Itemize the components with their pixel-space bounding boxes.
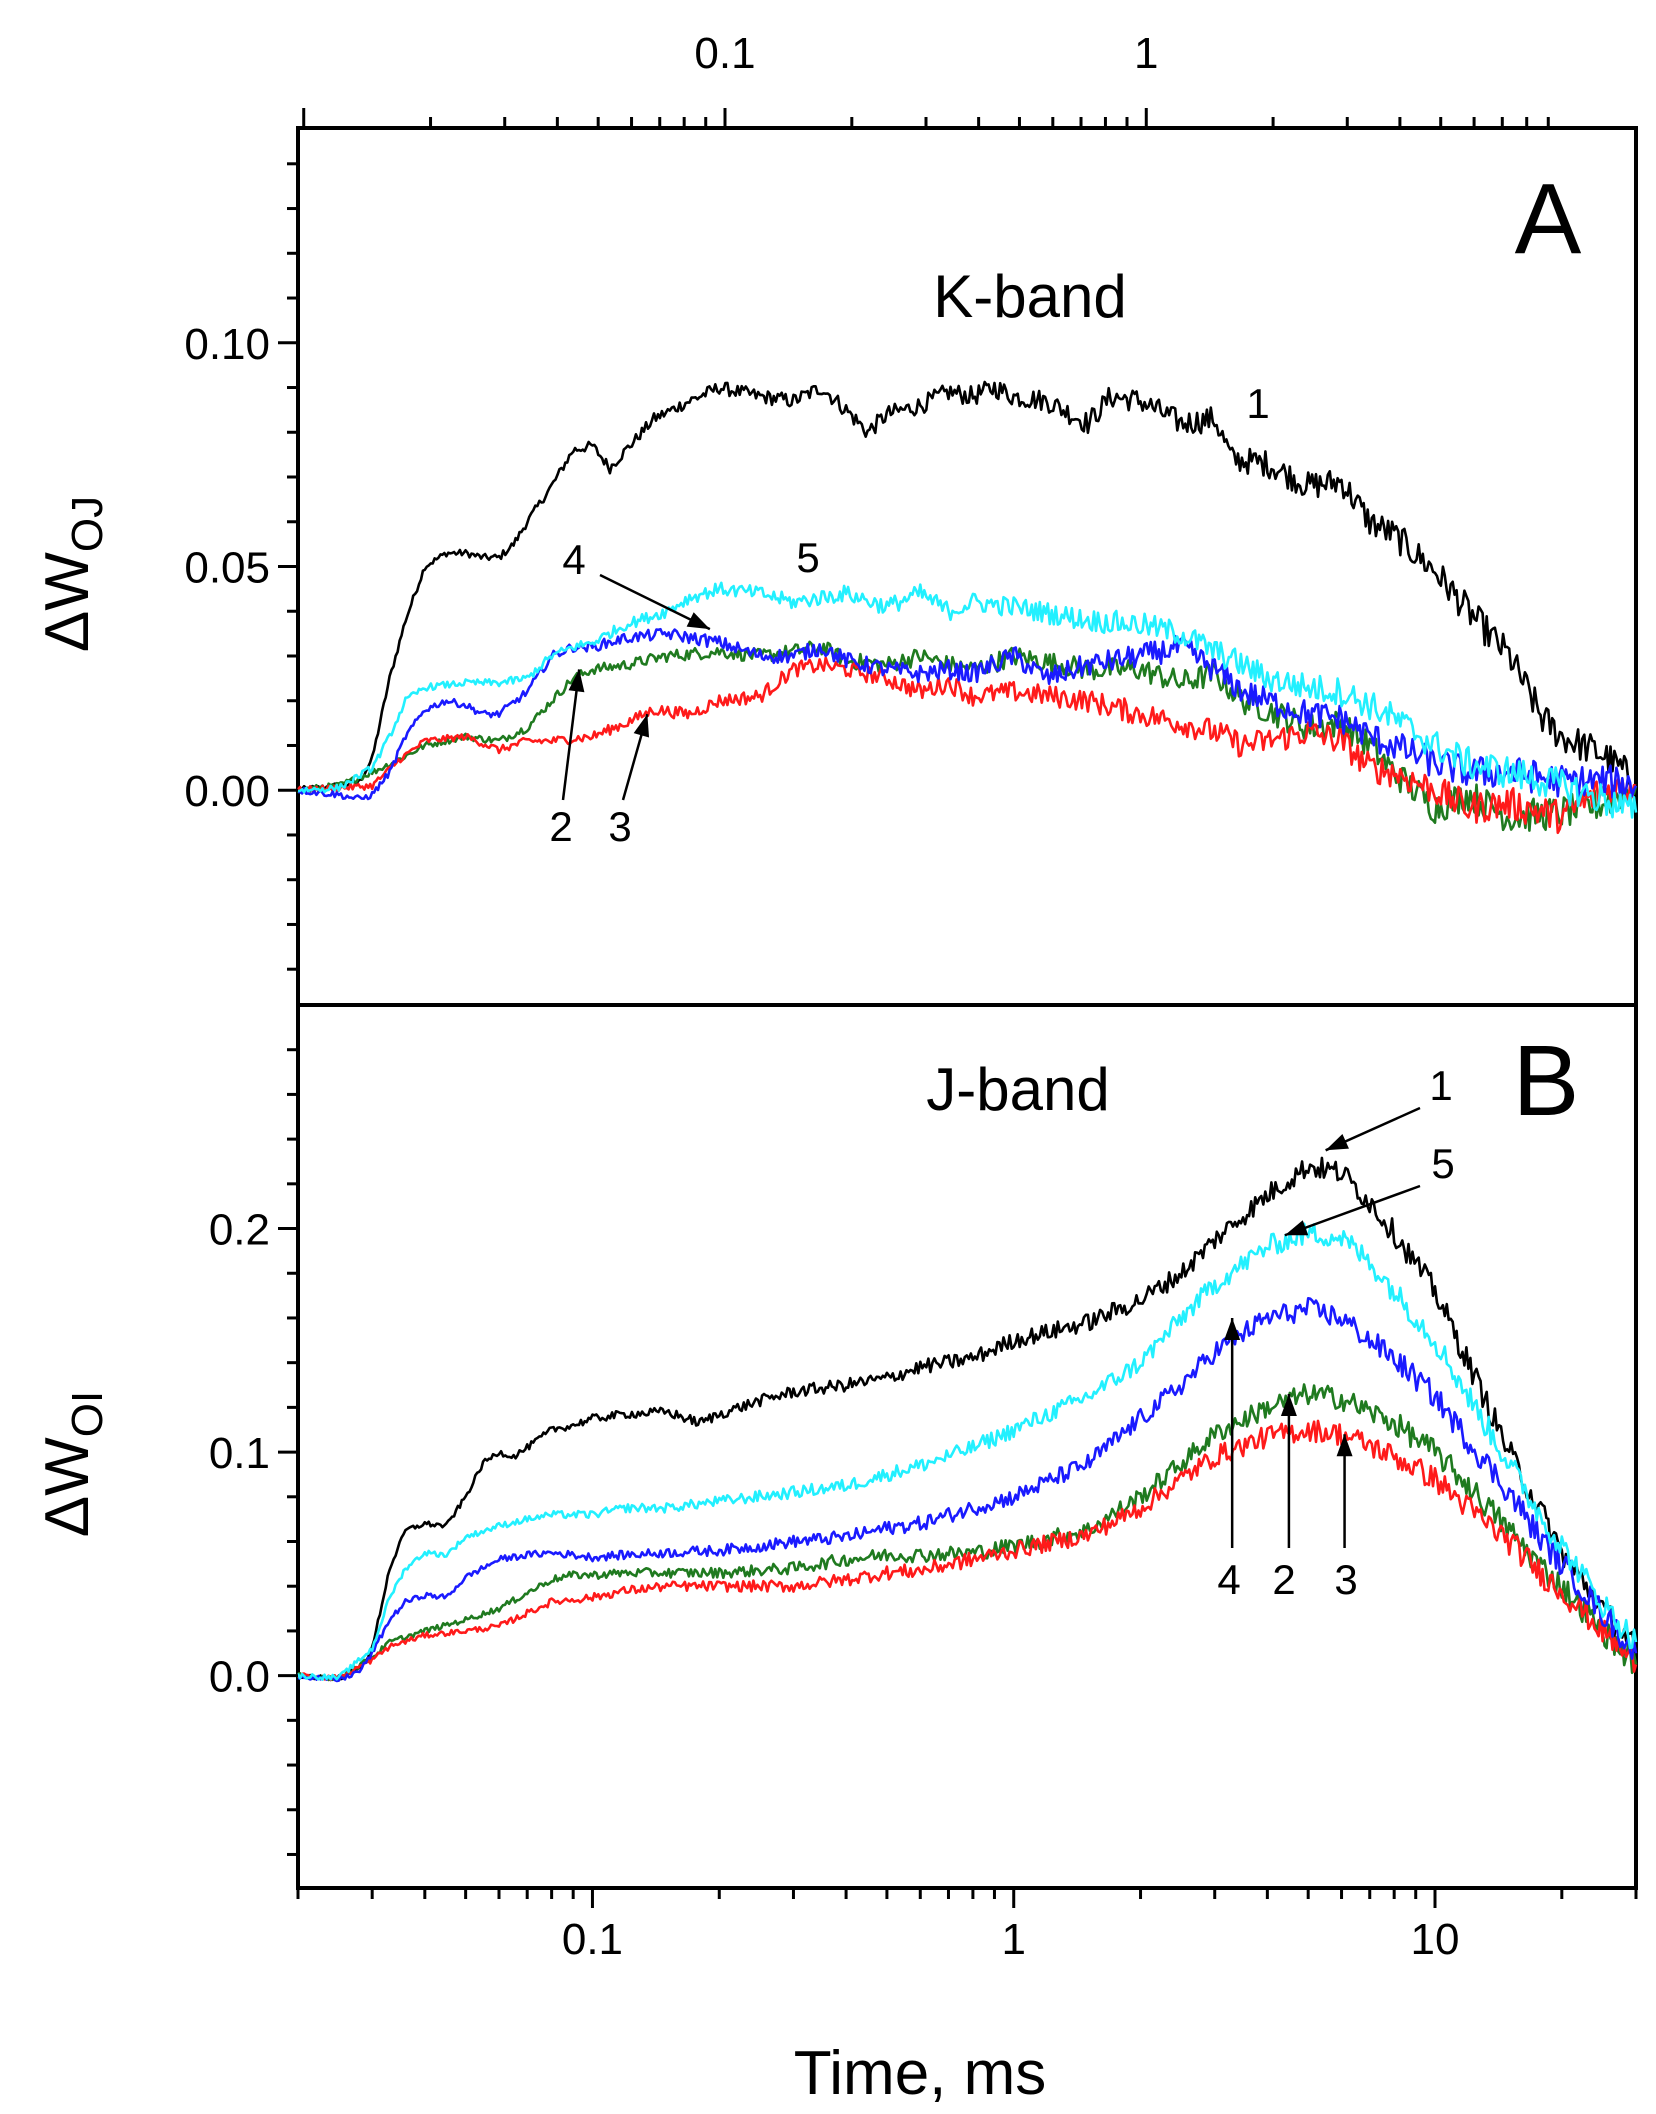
panel-b-series-2 (297, 1383, 1638, 1682)
arrow-5-line (1284, 1184, 1421, 1237)
panel-a-y-tick-label: 0.10 (184, 320, 270, 369)
panel-a-series-1 (297, 380, 1638, 796)
panel-b-series-3 (297, 1419, 1638, 1682)
curve-label-1: 1 (1429, 1062, 1452, 1109)
panel-b-series-4 (297, 1297, 1638, 1683)
y-title-sub: OJ (63, 496, 112, 552)
x-axis: 0.1 1 10 (296, 1888, 1638, 1964)
y-title-main: ΔW (33, 1437, 102, 1537)
panel-a: 0.00 0.05 0.10 1 4 5 2 3 (184, 162, 1638, 971)
arrow-4-head (686, 612, 710, 630)
x-tick-label: 10 (1411, 1915, 1460, 1964)
arrow-3-head (633, 714, 650, 738)
plot-frame (296, 126, 1638, 1890)
arrow-1-head (1325, 1134, 1349, 1151)
panel-b-y-axis-title: ΔWOI (33, 1391, 112, 1537)
panel-b: 0.0 0.1 0.2 1 5 4 2 3 (209, 1048, 1638, 1856)
curve-label-3: 3 (1334, 1556, 1357, 1603)
top-axis-tick-label: 1 (1134, 29, 1158, 78)
curve-label-5: 5 (1431, 1140, 1454, 1187)
top-axis: 0.1 1 (302, 29, 1550, 128)
x-tick-label: 0.1 (562, 1915, 623, 1964)
panel-a-y-axis-title: ΔWOJ (33, 496, 112, 652)
axes-frame (296, 126, 1638, 1890)
curve-label-4: 4 (1217, 1556, 1240, 1603)
panel-a-y-tick-label: 0.05 (184, 544, 270, 593)
panel-a-series-4 (297, 627, 1638, 801)
curve-label-5: 5 (796, 534, 819, 581)
y-title-sub: OI (63, 1391, 112, 1437)
panel-label-a: A (1515, 163, 1582, 275)
panel-b-series-1 (296, 1156, 1638, 1682)
arrow-4-head (1224, 1317, 1241, 1340)
x-axis-title: Time, ms (794, 2039, 1047, 2108)
y-title-main: ΔW (33, 552, 102, 652)
arrow-5-head (1284, 1220, 1309, 1236)
curve-label-3: 3 (608, 803, 631, 850)
curve-label-1: 1 (1246, 380, 1269, 427)
x-tick-label: 1 (1001, 1915, 1025, 1964)
arrow-3-head (1336, 1434, 1353, 1457)
arrow-2-head (1280, 1393, 1297, 1416)
panel-a-series-5 (297, 581, 1638, 819)
panel-b-series-5 (296, 1222, 1638, 1681)
panel-b-y-tick-label: 0.1 (209, 1429, 270, 1478)
panel-label-b: B (1513, 1025, 1580, 1137)
curve-label-2: 2 (549, 803, 572, 850)
panel-b-y-tick-label: 0.0 (209, 1653, 270, 1702)
curve-label-2: 2 (1272, 1556, 1295, 1603)
arrow-2-head (568, 669, 585, 693)
panel-a-series-3 (297, 656, 1637, 835)
top-axis-tick-label: 0.1 (694, 29, 755, 78)
panel-a-title: K-band (933, 263, 1126, 330)
panel-b-title: J-band (926, 1056, 1109, 1123)
curve-label-4: 4 (562, 536, 585, 583)
panel-a-y-tick-label: 0.00 (184, 767, 270, 816)
panel-b-y-tick-label: 0.2 (209, 1206, 270, 1255)
